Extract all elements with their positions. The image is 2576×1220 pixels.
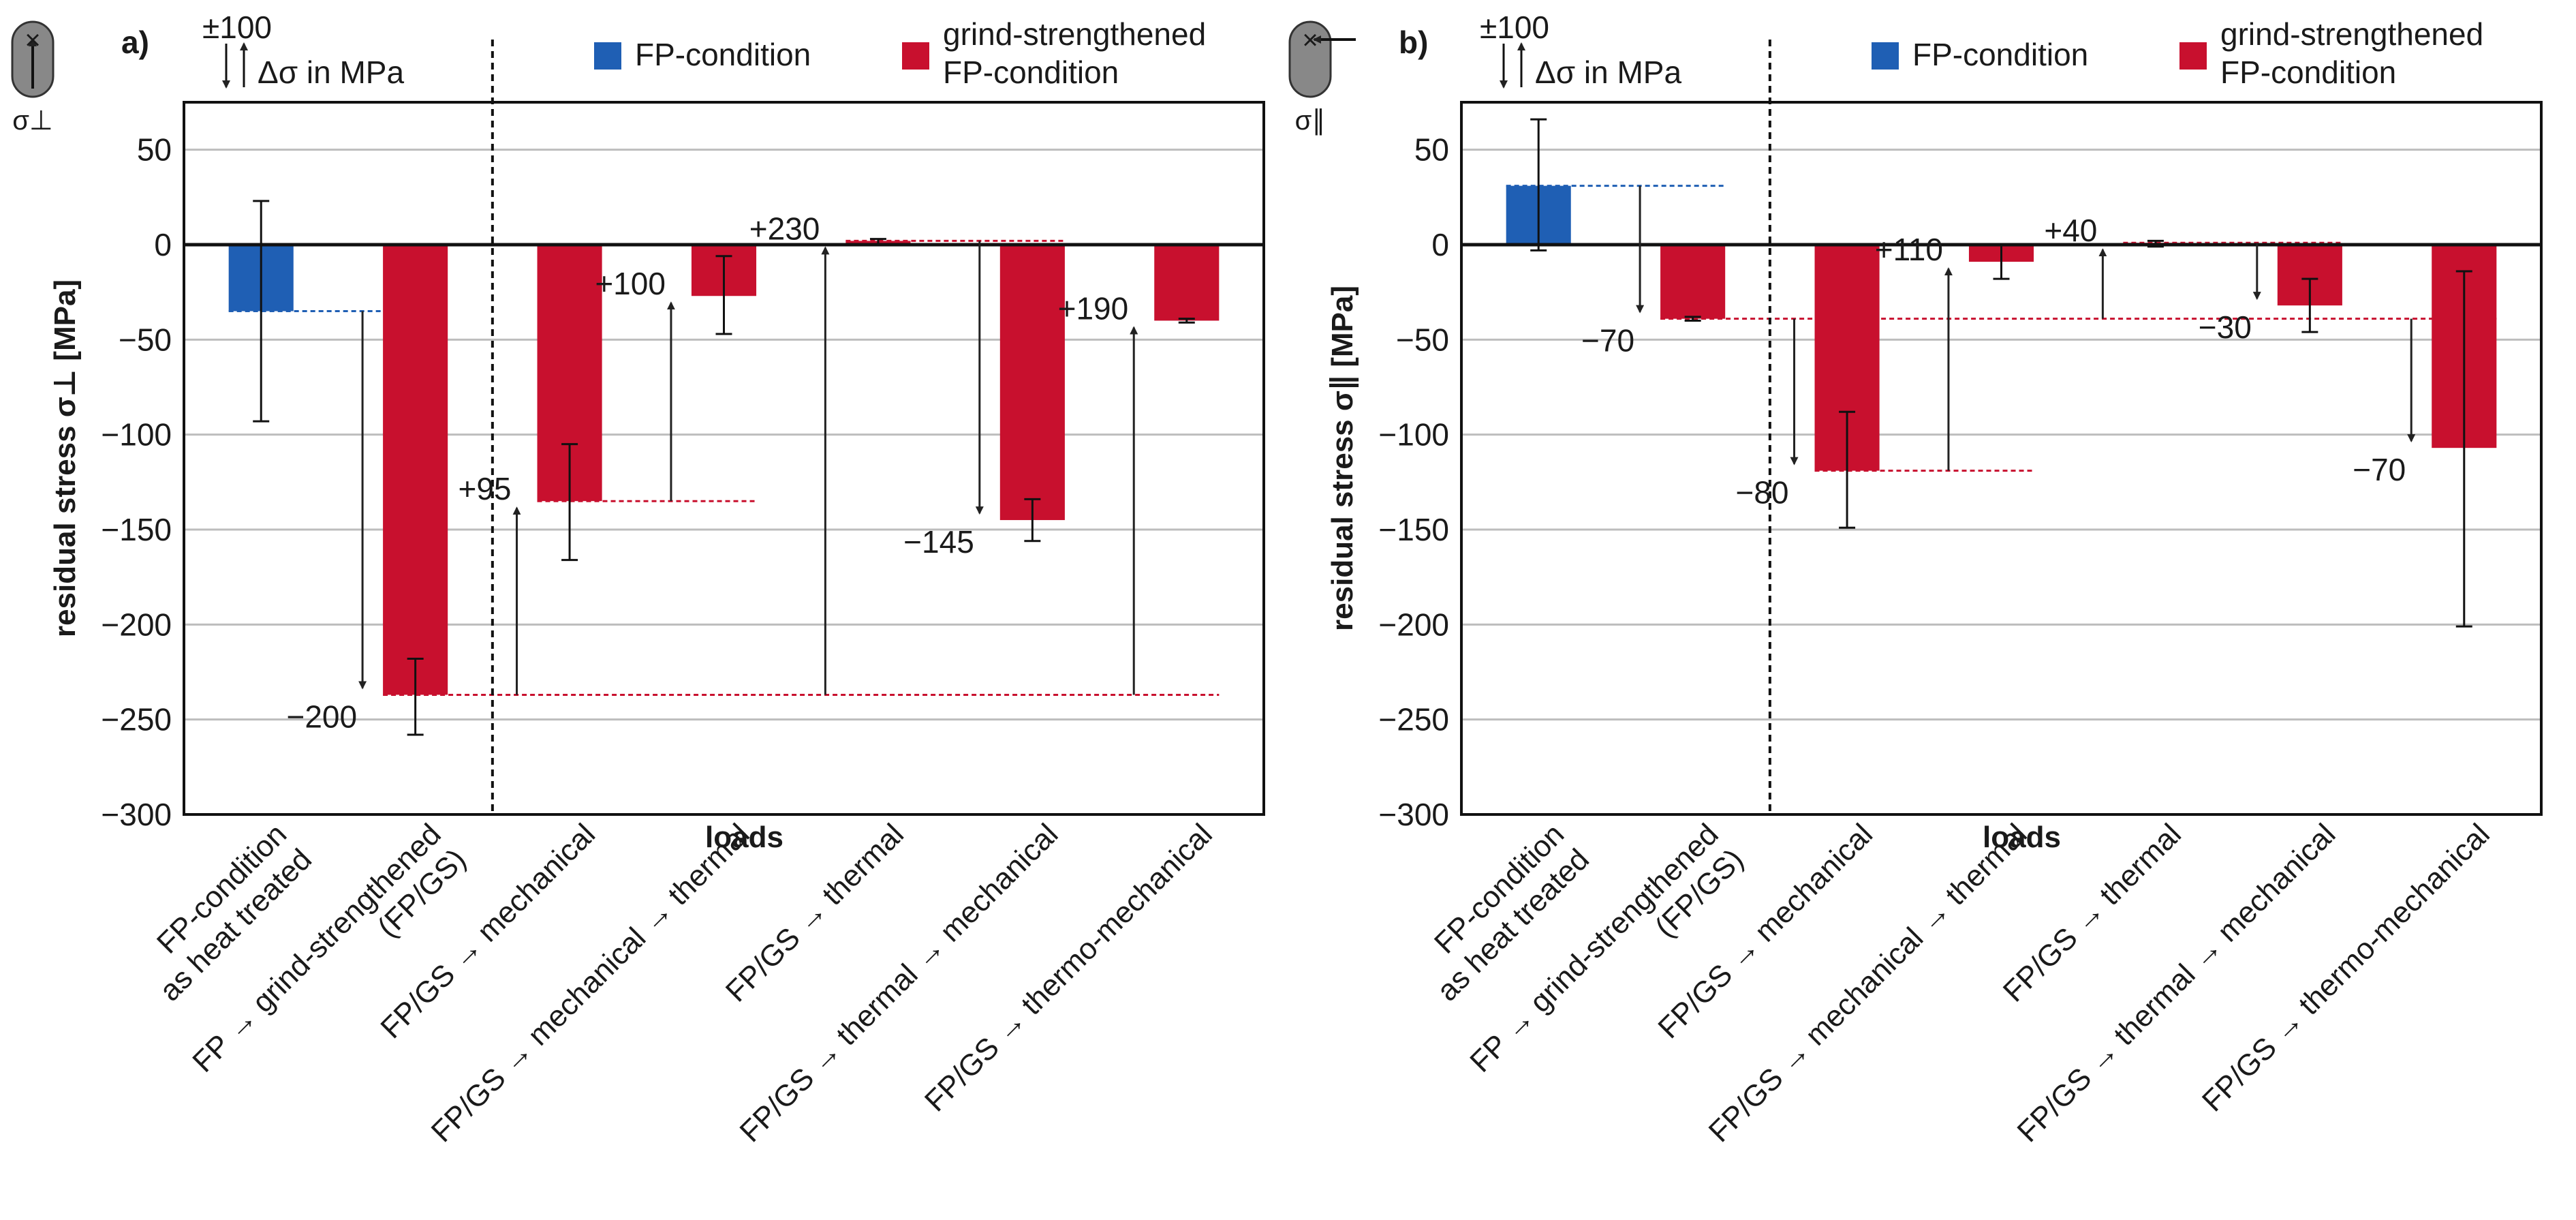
cross-icon: ×	[25, 25, 40, 55]
category-label: FP/GS → mechanical → thermal	[1703, 817, 2034, 1148]
y-tick-label: 0	[154, 227, 172, 262]
y-tick-label: −250	[101, 702, 172, 737]
panel-letter: a)	[121, 25, 149, 60]
y-tick-label: −50	[119, 322, 172, 357]
category-label-line: FP/GS → mechanical → thermal	[425, 817, 756, 1148]
y-tick-label: −100	[101, 417, 172, 453]
delta-label: −145	[903, 524, 974, 560]
y-axis-label: residual stress σ∥ [MPa]	[1326, 286, 1359, 631]
delta-label: −70	[2353, 452, 2406, 487]
scale-value-label: ±100	[1480, 10, 1549, 45]
legend-swatch-fp	[594, 42, 621, 70]
category-label: FP/GS → thermal → mechanical	[2011, 817, 2342, 1148]
stress-symbol-label: σ∥	[1295, 106, 1326, 136]
x-axis-label: loads	[1983, 821, 2061, 854]
scale-caption: Δσ in MPa	[258, 55, 404, 90]
scale-value-label: ±100	[202, 10, 272, 45]
x-axis-label: loads	[705, 821, 783, 854]
y-tick-label: 50	[1414, 132, 1449, 168]
legend-label-line: FP-condition	[2220, 55, 2396, 90]
legend-label-gs: grind-strengthened FP-condition	[943, 16, 1206, 90]
delta-label: −70	[1581, 323, 1634, 359]
y-tick-label: −150	[101, 512, 172, 547]
y-tick-label: −250	[1378, 702, 1449, 737]
panel-b: −70 −80 +110 +40 −30 −70 50 0 −50 −100 −150 −200 −25…	[1288, 10, 2543, 1148]
category-label-line: FP/GS → thermo-mechanical	[918, 817, 1219, 1118]
delta-label: +230	[749, 211, 820, 246]
category-label: FP/GS → thermal → mechanical	[734, 817, 1065, 1148]
stress-symbol-label: σ⊥	[12, 106, 53, 136]
panel-letter: b)	[1399, 25, 1428, 60]
y-tick-label: −50	[1396, 322, 1449, 357]
y-tick-label: −300	[1378, 797, 1449, 832]
delta-label: +110	[1875, 232, 1943, 267]
y-tick-label: 50	[137, 132, 172, 168]
legend-swatch-fp	[1872, 42, 1899, 70]
legend-swatch-gs	[2179, 42, 2207, 70]
y-axis-label: residual stress σ⊥ [MPa]	[48, 279, 82, 637]
category-label: FP/GS → thermo-mechanical	[918, 817, 1219, 1118]
legend-label-line: grind-strengthened	[943, 16, 1206, 52]
category-label: FP/GS → thermo-mechanical	[2196, 817, 2496, 1118]
scale-caption: Δσ in MPa	[1535, 55, 1681, 90]
panel-a: −200 +95 +100 +230 −145 +190 50 0 −50 −100 −150 −20…	[11, 10, 1265, 1148]
category-label: FP/GS → mechanical → thermal	[425, 817, 756, 1148]
bar	[1660, 245, 1726, 319]
bar	[383, 245, 448, 695]
delta-label: +100	[595, 266, 666, 301]
legend-label-line: FP-condition	[943, 55, 1119, 90]
delta-label: −200	[286, 699, 357, 734]
legend-label-gs: grind-strengthened FP-condition	[2220, 16, 2483, 90]
y-tick-label: −100	[1378, 417, 1449, 453]
y-tick-label: −150	[1378, 512, 1449, 547]
plot-frame	[183, 101, 1265, 816]
delta-label: +95	[458, 471, 511, 506]
legend-label-line: grind-strengthened	[2220, 16, 2483, 52]
legend-label-fp: FP-condition	[1912, 37, 2088, 72]
y-tick-label: 0	[1431, 227, 1449, 262]
legend-swatch-gs	[902, 42, 929, 70]
delta-label: −30	[2199, 309, 2252, 345]
delta-label: +40	[2044, 213, 2097, 248]
y-tick-label: −200	[101, 607, 172, 642]
plot-frame	[1460, 101, 2543, 816]
delta-label: −80	[1735, 475, 1788, 510]
category-label-line: FP/GS → thermal → mechanical	[2011, 817, 2342, 1148]
y-tick-label: −200	[1378, 607, 1449, 642]
category-label-line: FP/GS → thermo-mechanical	[2196, 817, 2496, 1118]
delta-label: +190	[1058, 290, 1129, 326]
y-tick-label: −300	[101, 797, 172, 832]
legend-label-fp: FP-condition	[635, 37, 811, 72]
bar	[999, 245, 1065, 521]
category-label-line: FP/GS → thermal → mechanical	[734, 817, 1065, 1148]
bar	[1154, 245, 1220, 321]
cross-icon: ×	[1302, 25, 1318, 55]
category-label-line: FP/GS → mechanical → thermal	[1703, 817, 2034, 1148]
